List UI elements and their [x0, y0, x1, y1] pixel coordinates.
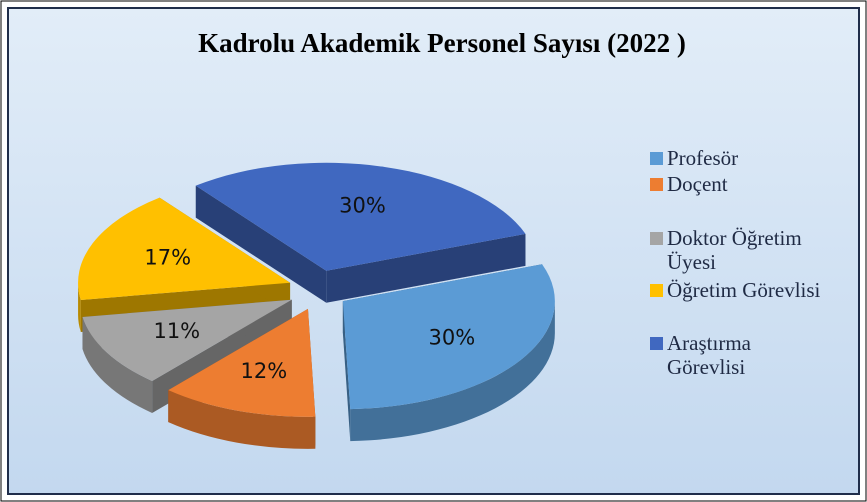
chart-title: Kadrolu Akademik Personel Sayısı (2022 )	[198, 28, 686, 58]
pie-slice	[342, 264, 555, 442]
legend-item: Öğretim Görevlisi	[650, 278, 855, 302]
legend-item: Doçent	[650, 172, 850, 196]
legend-swatch	[650, 178, 663, 191]
data-label: 30%	[339, 193, 386, 217]
legend-swatch	[650, 232, 663, 245]
pie-slice	[195, 162, 526, 303]
slice-wall	[350, 301, 555, 442]
slice-top	[168, 308, 316, 417]
legend-label: Öğretim Görevlisi	[667, 278, 821, 302]
slice-top	[195, 162, 526, 271]
slice-wall	[82, 316, 153, 413]
legend-item: Araştırma Görevlisi	[650, 331, 800, 379]
pie-slice	[168, 308, 316, 449]
slice-top	[82, 299, 292, 381]
slice-side	[326, 233, 526, 303]
legend-swatch	[650, 284, 663, 297]
slice-wall	[78, 282, 81, 332]
legend-item: Profesör	[650, 146, 850, 170]
slice-side	[342, 301, 351, 442]
slice-side	[195, 185, 327, 303]
legend-swatch	[650, 152, 663, 165]
data-label: 11%	[153, 319, 200, 343]
slice-top	[342, 264, 555, 410]
slice-wall	[168, 390, 316, 449]
slice-top	[78, 197, 291, 300]
legend-label: Araştırma Görevlisi	[667, 331, 751, 379]
data-label: 17%	[144, 245, 191, 269]
data-label: 12%	[241, 359, 288, 383]
legend-swatch	[650, 337, 663, 350]
legend-label: Profesör	[667, 146, 739, 170]
legend-label: Doçent	[667, 172, 728, 196]
legend-item: Doktor Öğretim Üyesi	[650, 226, 820, 274]
legend-label: Doktor Öğretim Üyesi	[667, 226, 802, 274]
data-label: 30%	[428, 326, 475, 350]
